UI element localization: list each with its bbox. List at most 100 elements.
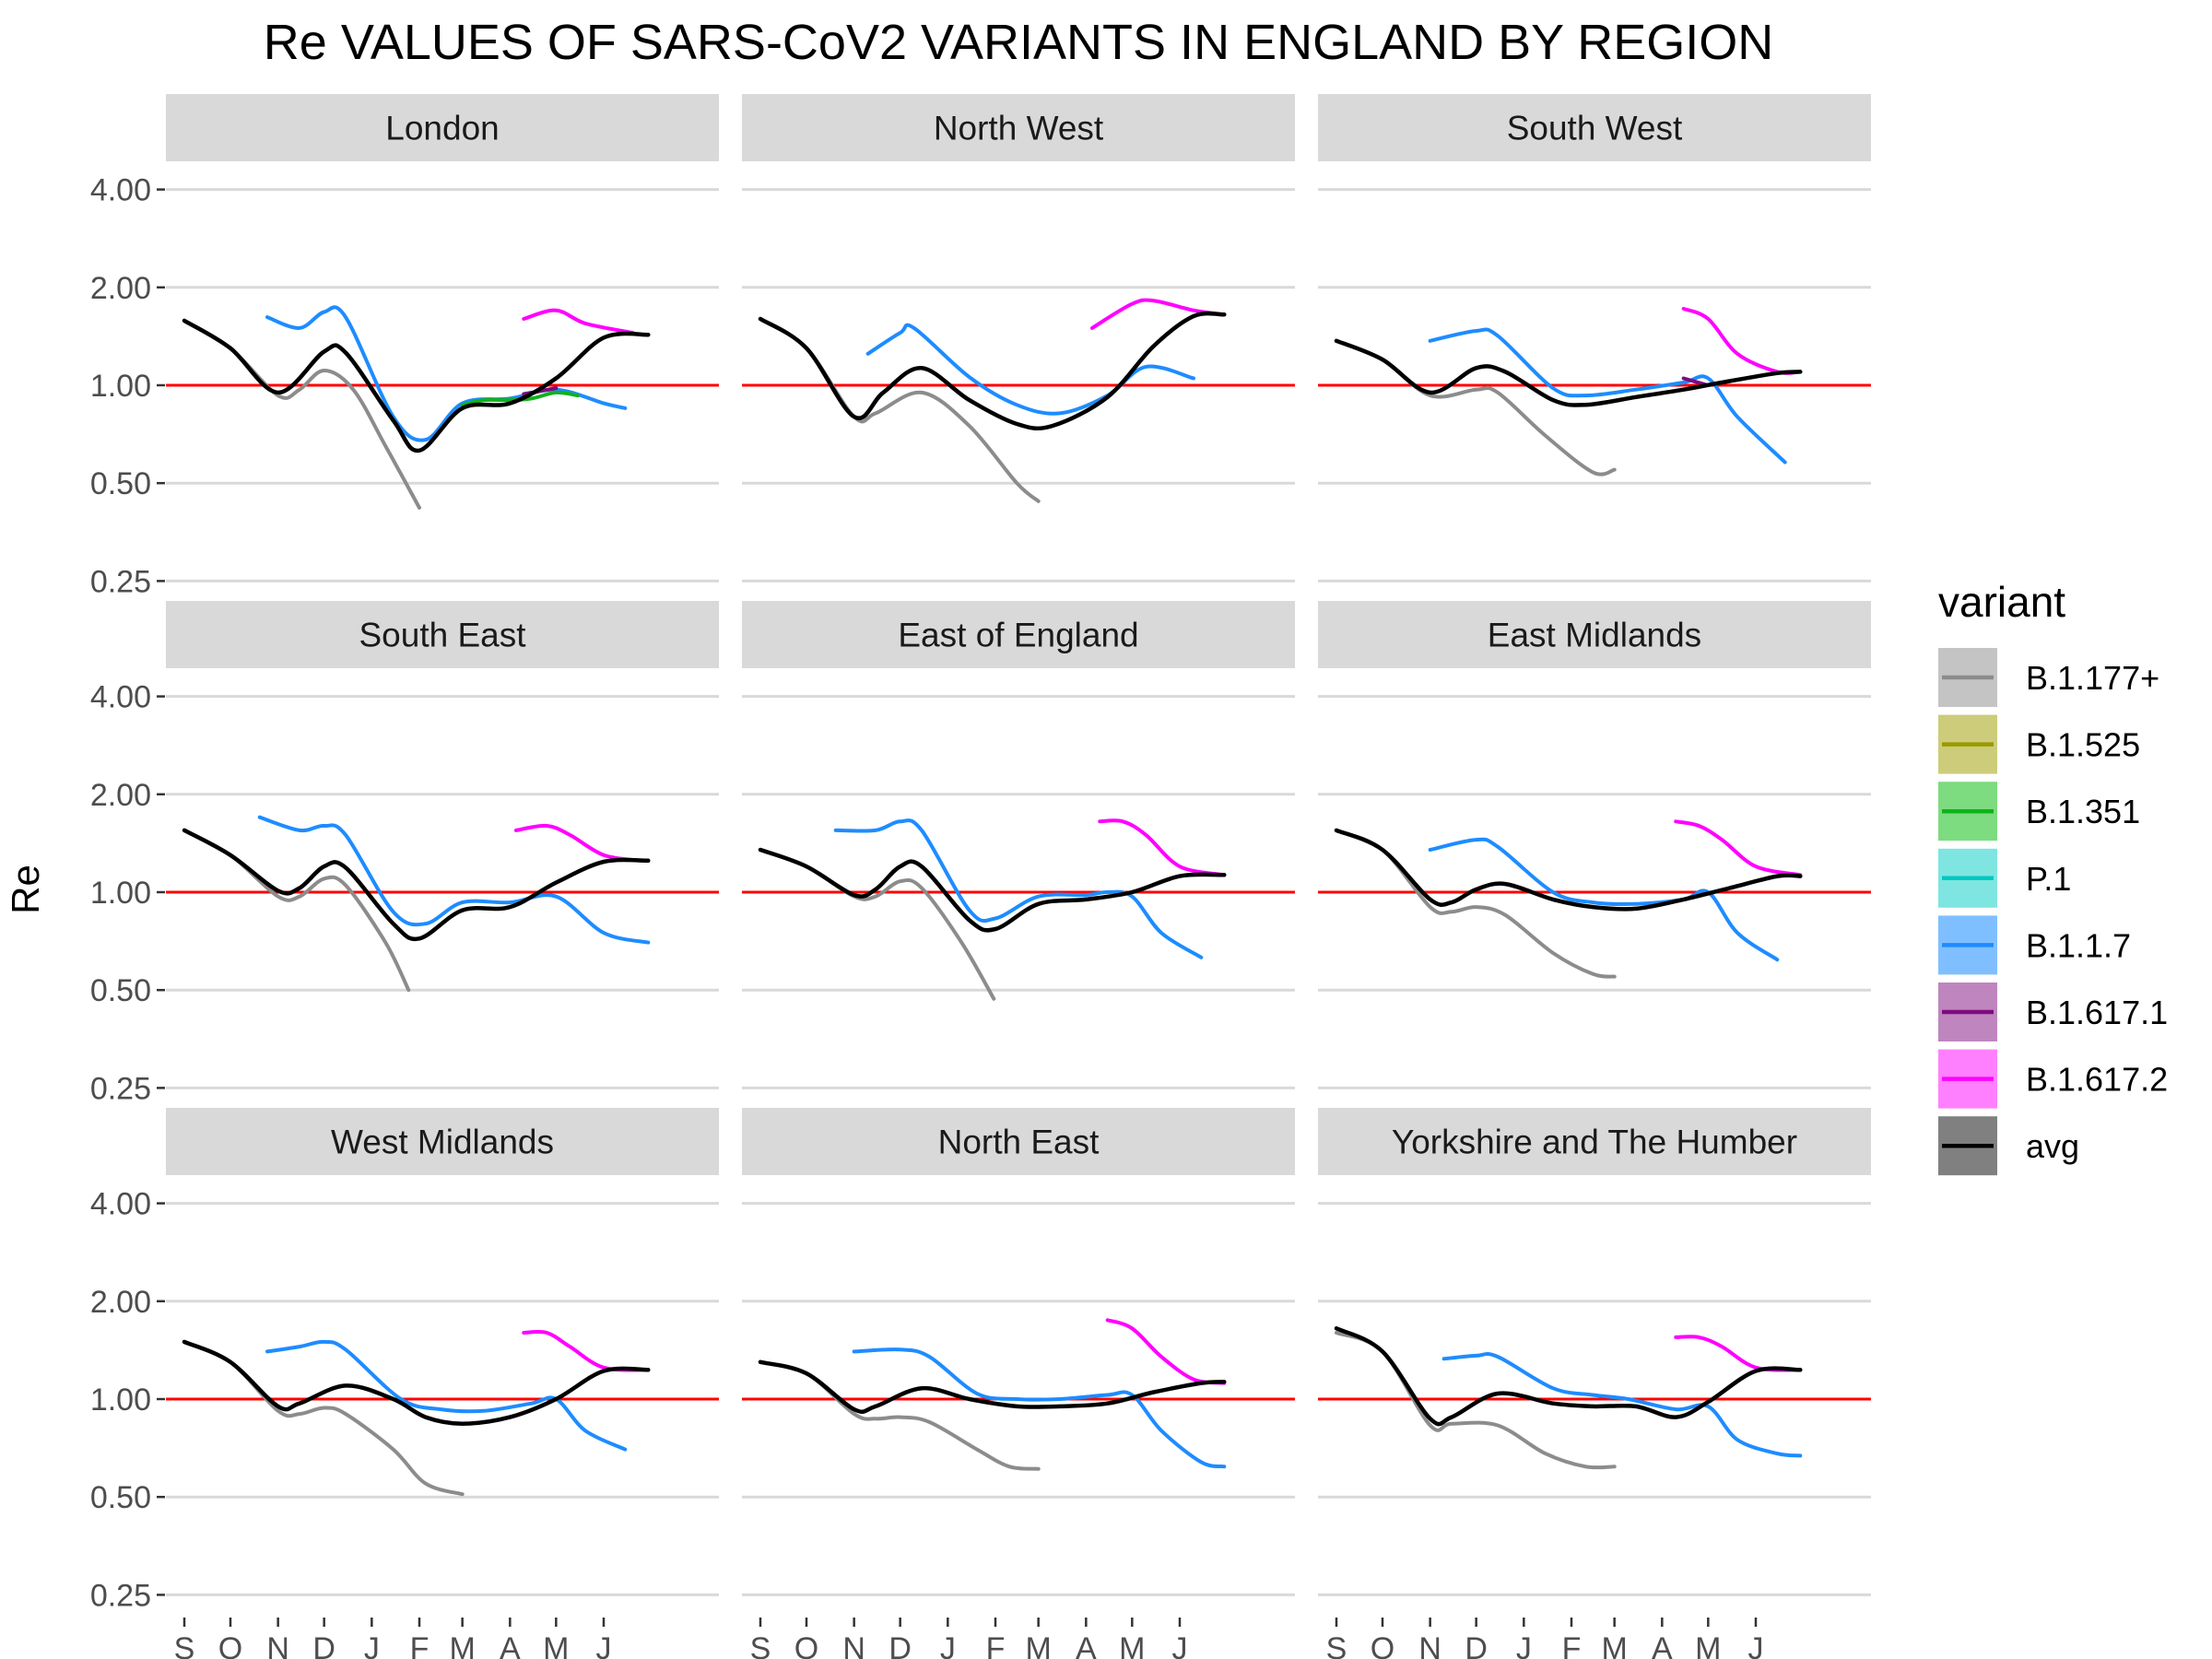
x-tick-label: J — [1172, 1631, 1188, 1659]
chart-title: Re VALUES OF SARS-CoV2 VARIANTS IN ENGLA… — [264, 15, 1773, 70]
x-tick-label: J — [1516, 1631, 1532, 1659]
strip-background — [1318, 1108, 1871, 1175]
legend-label: B.1.351 — [2026, 793, 2140, 830]
x-tick-label: J — [364, 1631, 380, 1659]
x-tick-label: N — [266, 1631, 289, 1659]
series-line-avg — [1334, 828, 1803, 912]
series-line-avg — [1334, 338, 1803, 407]
y-tick-label: 1.00 — [90, 876, 151, 911]
series-line-b-1-1-7 — [265, 1339, 628, 1452]
panel-south-east: South East 4.00 2.00 1.00 0.50 0.25 — [90, 601, 719, 1106]
y-tick-label: 2.00 — [90, 778, 151, 813]
y-tick-label: 0.50 — [90, 973, 151, 1008]
series-line-b-1-617-2 — [522, 308, 635, 335]
series-line-b-1-617-2 — [1674, 819, 1803, 877]
x-tick-label: M — [1695, 1631, 1721, 1659]
legend-title: variant — [1938, 578, 2065, 626]
x-tick-label: D — [312, 1631, 335, 1659]
x-tick-label: F — [410, 1631, 429, 1659]
series-line-b-1-1-7 — [257, 815, 651, 945]
y-tick-label: 0.25 — [90, 1071, 151, 1106]
series-line-avg — [1334, 1326, 1803, 1427]
strip-label: London — [385, 110, 499, 147]
series-line-avg — [182, 318, 651, 453]
strip-background — [742, 1108, 1295, 1175]
x-tick-label: M — [1026, 1631, 1052, 1659]
strip-background — [742, 94, 1295, 161]
y-tick-label: 1.00 — [90, 1382, 151, 1418]
legend-item-b-1-525: B.1.525 — [1938, 714, 2140, 774]
y-tick-label: 4.00 — [90, 173, 151, 208]
panel-north-west: North West — [742, 94, 1295, 582]
strip-label: Yorkshire and The Humber — [1392, 1124, 1797, 1161]
series-line-b-1-617-2 — [514, 823, 642, 863]
legend: variant B.1.177+ B.1.525 B.1.351 P.1 B.1.1.7… — [1938, 578, 2168, 1176]
strip-label: East of England — [898, 617, 1138, 654]
x-tick-label: S — [750, 1631, 771, 1659]
legend-item-b-1-617-1: B.1.617.1 — [1938, 982, 2168, 1041]
legend-label: B.1.1.7 — [2026, 926, 2131, 964]
series-line-avg — [182, 1339, 651, 1426]
x-tick-label: O — [218, 1631, 242, 1659]
series-line-b-1-1-7 — [865, 323, 1195, 416]
series-line-b-1-1-7 — [1441, 1351, 1803, 1458]
x-tick-label: M — [1119, 1631, 1145, 1659]
x-tick-label: A — [500, 1631, 521, 1659]
x-tick-label: S — [1326, 1631, 1347, 1659]
legend-label: avg — [2026, 1127, 2079, 1165]
strip-label: North West — [934, 110, 1104, 147]
series-line-b-1-1-7 — [1428, 837, 1780, 962]
legend-label: B.1.617.2 — [2026, 1061, 2168, 1099]
y-tick-label: 4.00 — [90, 680, 151, 715]
legend-item-b-1-617-2: B.1.617.2 — [1938, 1049, 2168, 1109]
x-tick-label: J — [940, 1631, 956, 1659]
x-tick-label: J — [1748, 1631, 1764, 1659]
strip-background — [166, 1108, 719, 1175]
x-tick-label: O — [1371, 1631, 1394, 1659]
x-tick-label: M — [1602, 1631, 1628, 1659]
x-tick-label: M — [543, 1631, 569, 1659]
legend-label: B.1.177+ — [2026, 659, 2159, 697]
legend-label: P.1 — [2026, 860, 2071, 898]
x-tick-label: M — [450, 1631, 476, 1659]
x-tick-label: F — [986, 1631, 1006, 1659]
legend-label: B.1.525 — [2026, 726, 2140, 764]
series-line-b-1-1-7 — [833, 818, 1204, 959]
strip-background — [1318, 601, 1871, 668]
legend-item-b-1-177: B.1.177+ — [1938, 648, 2159, 707]
strip-label: South West — [1507, 110, 1683, 147]
x-tick-label: N — [842, 1631, 865, 1659]
x-tick-label: A — [1652, 1631, 1673, 1659]
strip-label: East Midlands — [1488, 617, 1701, 654]
y-tick-label: 0.50 — [90, 1480, 151, 1515]
panel-east-midlands: East Midlands — [1318, 601, 1871, 1089]
y-tick-label: 1.00 — [90, 369, 151, 404]
y-axis-title: Re — [4, 865, 47, 914]
strip-background — [1318, 94, 1871, 161]
x-tick-label: D — [888, 1631, 912, 1659]
strip-label: North East — [938, 1124, 1100, 1161]
facet-panels: London 4.00 2.00 1.00 0.50 0.25 North West Sout… — [90, 94, 1871, 1659]
x-tick-label: N — [1418, 1631, 1441, 1659]
x-tick-label: A — [1076, 1631, 1097, 1659]
strip-background — [166, 601, 719, 668]
legend-item-p-1: P.1 — [1938, 848, 2071, 908]
legend-keys: B.1.177+ B.1.525 B.1.351 P.1 B.1.1.7 B.1.617.… — [1938, 648, 2168, 1176]
x-tick-label: O — [794, 1631, 818, 1659]
series-line-b-1-1-7 — [852, 1347, 1227, 1469]
x-tick-label: J — [596, 1631, 612, 1659]
y-tick-label: 0.25 — [90, 1578, 151, 1613]
x-tick-label: F — [1562, 1631, 1582, 1659]
strip-label: West Midlands — [331, 1124, 554, 1161]
panel-east-of-england: East of England — [742, 601, 1295, 1089]
series-line-b-1-1-7 — [265, 305, 628, 442]
series-line-avg — [758, 311, 1227, 431]
series-line-avg — [182, 828, 651, 942]
legend-item-b-1-351: B.1.351 — [1938, 782, 2140, 841]
series-line-avg — [758, 847, 1227, 933]
panel-london: London 4.00 2.00 1.00 0.50 0.25 — [90, 94, 719, 599]
